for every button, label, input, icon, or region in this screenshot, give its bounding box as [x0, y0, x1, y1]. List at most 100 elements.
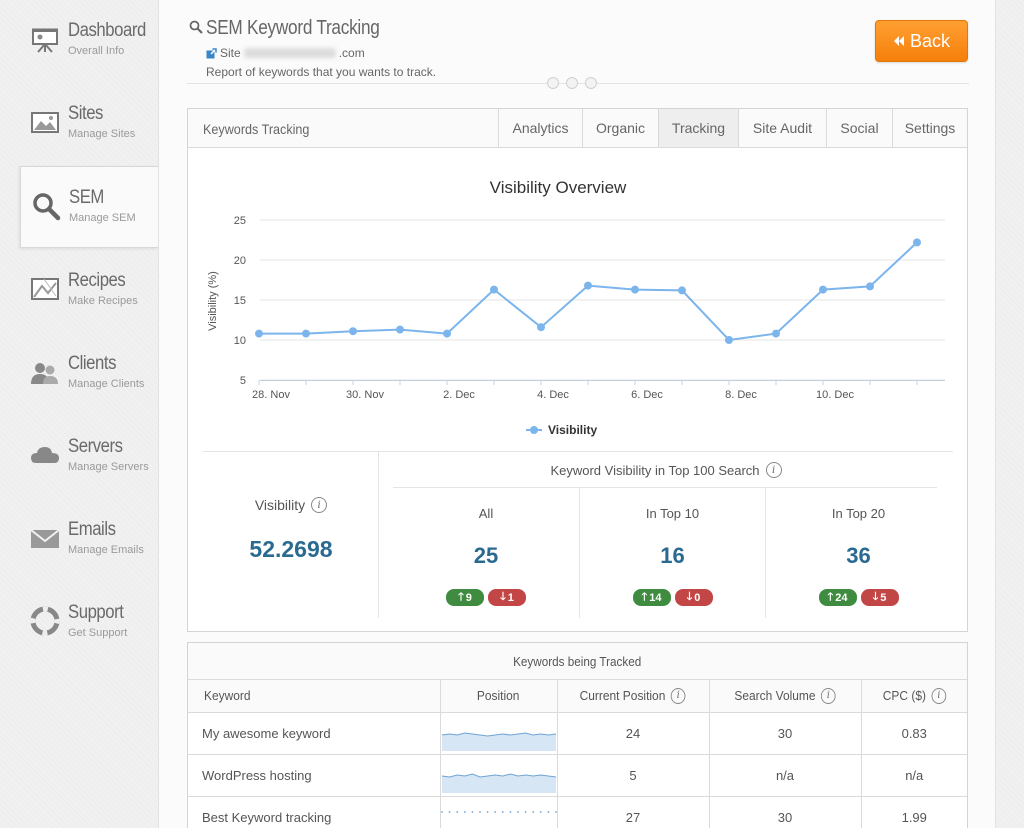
keywords-tracking-panel: Keywords Tracking Analytics Organic Trac… [187, 108, 968, 632]
stat-column-all: All 25 🡑 9 🡓 1 [393, 488, 579, 618]
stat-value: 36 [846, 543, 871, 568]
nav-title: Servers [68, 436, 123, 457]
col-keyword[interactable]: Keyword [188, 680, 441, 713]
y-axis-title: Visibility (%) [207, 271, 219, 331]
info-icon[interactable]: i [671, 687, 687, 704]
nav-subtitle: Manage Emails [68, 544, 144, 556]
lifebuoy-icon [30, 606, 60, 636]
double-chevron-left-icon [893, 36, 904, 46]
x-tick-label: 4. Dec [537, 389, 569, 401]
y-tick-label: 10 [234, 335, 246, 347]
col-position-label: Position [477, 688, 520, 704]
nav-title: SEM [69, 187, 104, 208]
data-point [866, 282, 874, 291]
sparkline-point [516, 810, 519, 813]
nav-title: Support [68, 602, 124, 623]
back-button[interactable]: Back [875, 20, 968, 62]
sidebar-item-sites[interactable]: Sites Manage Sites [20, 83, 158, 165]
nav-subtitle: Make Recipes [68, 295, 138, 307]
tab-analytics[interactable]: Analytics [498, 109, 582, 147]
keyword-cell: My awesome keyword [188, 712, 441, 755]
sparkline-point [471, 810, 473, 813]
up-badge: 🡑 9 [446, 589, 484, 606]
keywords-tracked-panel: Keywords being Tracked Keyword Position … [187, 642, 968, 828]
sparkline-line [441, 731, 556, 737]
x-tick-label: 30. Nov [346, 389, 384, 401]
position-sparkline-cell [440, 712, 558, 755]
envelope-icon [30, 529, 60, 548]
data-point [725, 336, 733, 344]
sparkline-line [441, 772, 556, 778]
y-tick-label: 15 [234, 295, 246, 307]
up-count: 24 [835, 591, 848, 604]
col-current-position[interactable]: Current Position i [557, 680, 710, 713]
change-badges: 🡑 9 🡓 1 [393, 589, 579, 606]
col-cpc-label: CPC ($) [882, 688, 926, 704]
y-tick-label: 5 [240, 375, 246, 387]
table-row[interactable]: Best Keyword tracking 27 30 1.99 [188, 796, 967, 828]
current-position-cell: 27 [557, 796, 710, 828]
sparkline-point [493, 810, 496, 813]
down-count: 5 [880, 591, 887, 604]
stat-value: 16 [660, 543, 685, 568]
sidebar-item-servers[interactable]: Servers Manage Servers [20, 416, 158, 498]
page-title: SEM Keyword Tracking [206, 17, 380, 39]
panel-title: Keywords Tracking [203, 121, 310, 137]
cpc-cell: n/a [861, 754, 967, 797]
sparkline-area [441, 773, 556, 793]
sidebar-item-sem[interactable]: SEM Manage SEM [20, 166, 158, 248]
pager-dot[interactable] [547, 77, 559, 89]
tab-site-audit[interactable]: Site Audit [738, 109, 826, 147]
y-tick-label: 25 [234, 215, 246, 227]
sidebar-item-dashboard[interactable]: Dashboard Overall Info [20, 0, 158, 82]
sidebar-item-support[interactable]: Support Get Support [20, 582, 158, 664]
sparkline-point [554, 810, 557, 813]
col-cpc[interactable]: CPC ($) i [861, 680, 967, 713]
tab-tracking[interactable]: Tracking [658, 109, 738, 147]
pager-dot[interactable] [566, 77, 578, 89]
table-row[interactable]: My awesome keyword 24 30 0.83 [188, 712, 967, 755]
chart-title: Visibility Overview [490, 178, 627, 197]
site-link[interactable]: Site .com [206, 46, 365, 60]
col-position[interactable]: Position [440, 680, 558, 713]
chart-svg: Visibility Overview 5 10 15 20 25 Visibility (… [207, 178, 945, 437]
search-icon [33, 193, 61, 221]
sparkline-point [486, 810, 488, 813]
sidebar-item-recipes[interactable]: Recipes Make Recipes [20, 250, 158, 332]
tab-social[interactable]: Social [826, 109, 892, 147]
info-icon[interactable]: i [765, 462, 782, 478]
visibility-chart: Visibility Overview 5 10 15 20 25 Visibility (… [203, 161, 953, 449]
table-row[interactable]: WordPress hosting 5 n/a n/a [188, 754, 967, 797]
pager-dots[interactable] [547, 77, 597, 89]
users-icon [31, 363, 58, 384]
pager-dot[interactable] [585, 77, 597, 89]
info-icon[interactable]: i [931, 687, 946, 704]
sparkline-point [448, 810, 450, 813]
nav-title: Emails [68, 519, 116, 540]
tab-organic[interactable]: Organic [582, 109, 658, 147]
cloud-icon [31, 447, 59, 463]
tab-settings[interactable]: Settings [892, 109, 967, 147]
stat-column-top10: In Top 10 16 🡑 14 🡓 0 [579, 488, 765, 618]
tabs: Analytics Organic Tracking Site Audit So… [498, 109, 967, 147]
info-icon[interactable]: i [820, 687, 836, 704]
sparkline-point [478, 810, 481, 813]
nav-subtitle: Overall Info [68, 45, 125, 57]
top100-divider [393, 487, 937, 488]
col-keyword-label: Keyword [204, 688, 251, 704]
down-count: 1 [507, 591, 514, 604]
page-subtitle: Report of keywords that you wants to tra… [206, 65, 437, 79]
sidebar-item-emails[interactable]: Emails Manage Emails [20, 499, 158, 581]
data-point [443, 329, 451, 338]
back-label: Back [909, 30, 951, 51]
sidebar-item-clients[interactable]: Clients Manage Clients [20, 333, 158, 415]
current-position-cell: 5 [557, 754, 710, 797]
nav-subtitle: Manage Servers [68, 461, 149, 473]
down-count: 0 [694, 591, 701, 604]
info-icon[interactable]: i [311, 497, 328, 513]
col-search-volume[interactable]: Search Volume i [709, 680, 862, 713]
redacted-domain [243, 48, 336, 58]
arrow-down-icon: 🡓 [686, 591, 693, 603]
visibility-label-row: Visibility i [203, 497, 379, 513]
nav-title: Sites [68, 103, 103, 124]
